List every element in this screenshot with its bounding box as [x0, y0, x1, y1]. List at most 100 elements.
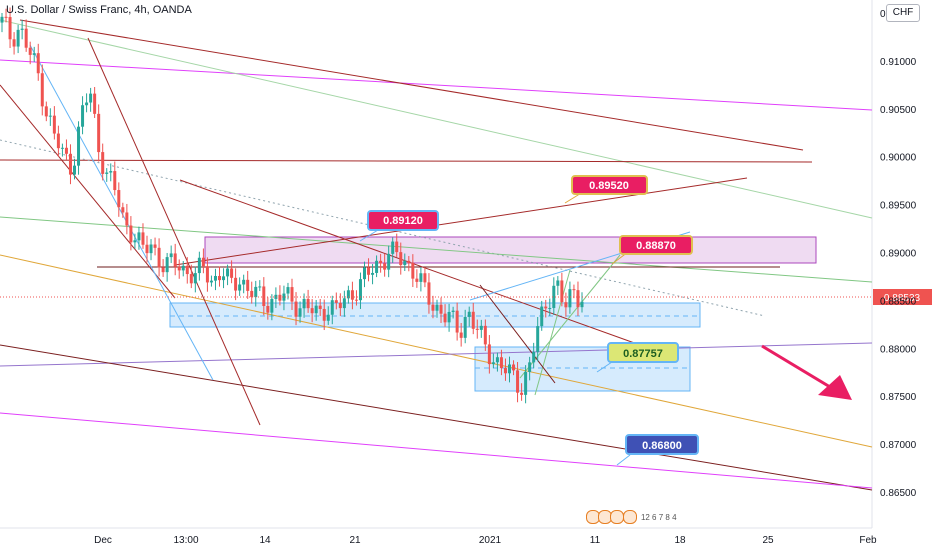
- y-tick-label: 0.91000: [880, 57, 917, 68]
- candle-body: [157, 247, 161, 268]
- candle-body: [165, 257, 169, 273]
- candle-body: [556, 280, 560, 286]
- candle-body: [113, 171, 117, 191]
- candle-body: [201, 257, 205, 267]
- candle-body: [318, 305, 322, 309]
- currency-badge[interactable]: CHF: [886, 4, 920, 22]
- candles: [0, 7, 584, 404]
- candle-body: [407, 260, 411, 263]
- candle-body: [242, 279, 246, 285]
- candle-body: [580, 301, 584, 308]
- candle-body: [447, 311, 451, 323]
- candle-body: [544, 306, 548, 309]
- candle-body: [254, 286, 258, 298]
- candle-body: [334, 300, 338, 303]
- candle-body: [395, 241, 399, 253]
- candle-body: [48, 115, 52, 117]
- x-tick-label: 14: [259, 535, 271, 546]
- candle-body: [499, 357, 503, 369]
- candle-body: [93, 93, 97, 114]
- resistance-zone: [204, 236, 817, 264]
- x-tick-label: Feb: [859, 535, 877, 546]
- candle-body: [491, 362, 495, 365]
- candle-body: [572, 289, 576, 291]
- candle-body: [246, 279, 250, 291]
- candle-body: [149, 244, 153, 254]
- candle-body: [350, 290, 354, 300]
- candle-body: [471, 311, 475, 329]
- candle-body: [475, 328, 479, 330]
- candle-body: [403, 260, 407, 266]
- candle-body: [177, 266, 181, 271]
- candle-body: [230, 268, 234, 278]
- x-tick-label: 13:00: [173, 535, 198, 546]
- support-zone-1: [169, 302, 701, 328]
- candle-body: [189, 274, 193, 284]
- candle-body: [552, 285, 556, 308]
- event-icon[interactable]: [622, 510, 637, 524]
- candle-body: [354, 299, 358, 301]
- x-tick-label: 2021: [479, 535, 502, 546]
- x-tick-label: 11: [590, 535, 601, 546]
- candle-body: [528, 362, 532, 372]
- candle-body: [56, 133, 60, 149]
- candle-body: [137, 232, 141, 241]
- candle-body: [197, 257, 201, 274]
- candle-body: [205, 266, 209, 283]
- candle-body: [455, 310, 459, 333]
- candle-body: [294, 301, 298, 317]
- candle-body: [141, 232, 145, 245]
- candle-body: [443, 313, 447, 323]
- candle-body: [564, 302, 568, 308]
- candle-body: [516, 370, 520, 393]
- svg-text:0.86800: 0.86800: [642, 440, 682, 452]
- candle-body: [250, 290, 254, 298]
- candle-body: [28, 47, 32, 55]
- candle-body: [105, 172, 109, 174]
- candle-body: [540, 306, 544, 327]
- candle-body: [266, 306, 270, 313]
- steep-line-3: [29, 44, 214, 381]
- candle-body: [512, 364, 516, 371]
- candle-body: [399, 252, 403, 266]
- candle-body: [282, 293, 286, 301]
- candle-body: [44, 106, 48, 117]
- candle-body: [363, 267, 366, 280]
- annotation-0.89120: 0.89120: [359, 210, 439, 242]
- svg-text:0.89120: 0.89120: [383, 215, 423, 227]
- candle-body: [548, 307, 552, 309]
- candle-body: [503, 368, 507, 374]
- candle-body: [8, 17, 12, 40]
- trendline-green-mid: [0, 216, 873, 283]
- candle-body: [326, 314, 330, 321]
- candle-body: [411, 262, 415, 279]
- candle-body: [322, 308, 326, 321]
- candle-body: [226, 268, 230, 277]
- candle-body: [278, 294, 282, 301]
- candle-body: [495, 357, 499, 363]
- candle-body: [101, 152, 105, 174]
- svg-text:0.89520: 0.89520: [589, 180, 629, 192]
- candle-body: [145, 244, 149, 254]
- events-strip[interactable]: 12 6 7 8 4: [586, 510, 677, 524]
- candle-body: [258, 286, 262, 288]
- candle-body: [274, 294, 278, 299]
- candle-body: [451, 310, 455, 312]
- candle-body: [375, 260, 379, 273]
- events-label: 12 6 7 8 4: [640, 512, 677, 522]
- candle-body: [367, 267, 371, 275]
- y-tick-label: 0.90500: [880, 105, 917, 116]
- candle-body: [60, 147, 64, 149]
- candle-body: [52, 115, 56, 134]
- candle-body: [290, 287, 294, 302]
- svg-text:0.87757: 0.87757: [623, 348, 663, 360]
- steep-line-2: [87, 37, 261, 426]
- candle-body: [520, 392, 524, 395]
- x-tick-label: 21: [349, 535, 361, 546]
- candle-body: [193, 273, 197, 284]
- trendline-pink-bottom: [0, 412, 873, 489]
- candle-body: [97, 113, 101, 153]
- horizontal-brown: [0, 159, 813, 163]
- candle-body: [431, 304, 435, 311]
